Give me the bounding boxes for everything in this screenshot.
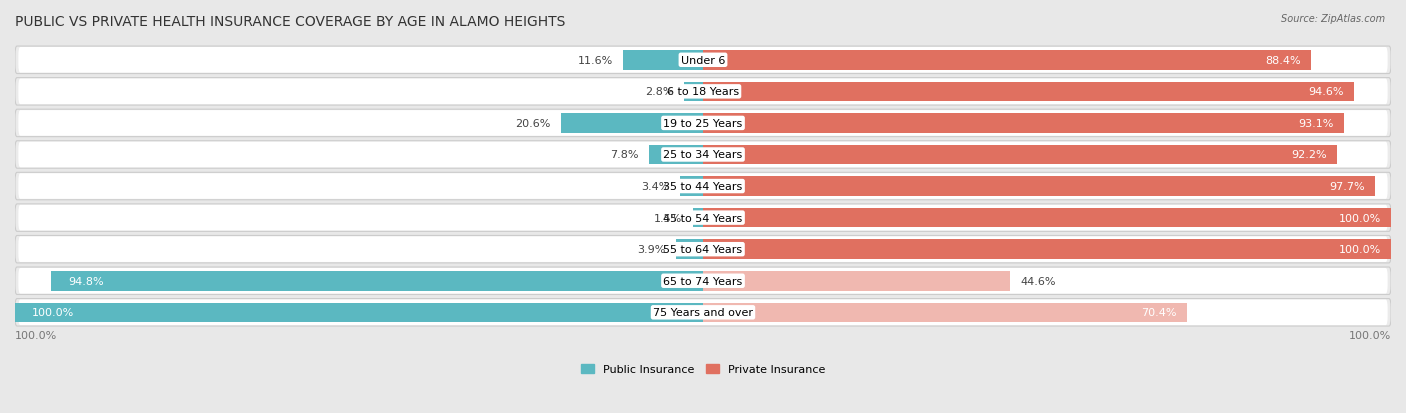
FancyBboxPatch shape xyxy=(18,268,1388,294)
Text: Source: ZipAtlas.com: Source: ZipAtlas.com xyxy=(1281,14,1385,24)
Bar xyxy=(683,82,703,102)
Bar xyxy=(703,177,1375,196)
Bar xyxy=(693,208,703,228)
Text: 7.8%: 7.8% xyxy=(610,150,638,160)
FancyBboxPatch shape xyxy=(15,173,1391,200)
Text: 75 Years and over: 75 Years and over xyxy=(652,308,754,318)
FancyBboxPatch shape xyxy=(18,205,1388,231)
Text: 11.6%: 11.6% xyxy=(578,56,613,66)
Bar xyxy=(561,114,703,133)
FancyBboxPatch shape xyxy=(15,141,1391,169)
Bar xyxy=(623,51,703,70)
Text: 100.0%: 100.0% xyxy=(15,330,58,340)
Bar xyxy=(679,177,703,196)
Bar xyxy=(703,145,1337,165)
Bar xyxy=(703,51,1312,70)
Text: 94.8%: 94.8% xyxy=(67,276,104,286)
Text: Under 6: Under 6 xyxy=(681,56,725,66)
FancyBboxPatch shape xyxy=(15,236,1391,263)
Text: 3.9%: 3.9% xyxy=(637,244,666,254)
Bar xyxy=(703,208,1391,228)
Text: 100.0%: 100.0% xyxy=(1339,213,1381,223)
Text: 97.7%: 97.7% xyxy=(1329,182,1365,192)
FancyBboxPatch shape xyxy=(18,237,1388,262)
Bar xyxy=(703,303,1187,322)
FancyBboxPatch shape xyxy=(18,48,1388,74)
FancyBboxPatch shape xyxy=(15,110,1391,137)
Bar xyxy=(703,114,1344,133)
Bar xyxy=(703,271,1010,291)
Text: 65 to 74 Years: 65 to 74 Years xyxy=(664,276,742,286)
FancyBboxPatch shape xyxy=(18,142,1388,168)
FancyBboxPatch shape xyxy=(15,78,1391,106)
Bar xyxy=(703,240,1391,259)
Legend: Public Insurance, Private Insurance: Public Insurance, Private Insurance xyxy=(576,359,830,378)
Bar xyxy=(15,303,703,322)
FancyBboxPatch shape xyxy=(18,174,1388,199)
Text: 94.6%: 94.6% xyxy=(1308,87,1344,97)
FancyBboxPatch shape xyxy=(15,204,1391,232)
Bar xyxy=(51,271,703,291)
FancyBboxPatch shape xyxy=(15,299,1391,326)
FancyBboxPatch shape xyxy=(15,267,1391,295)
FancyBboxPatch shape xyxy=(15,47,1391,74)
Text: 45 to 54 Years: 45 to 54 Years xyxy=(664,213,742,223)
Text: 100.0%: 100.0% xyxy=(1339,244,1381,254)
Text: PUBLIC VS PRIVATE HEALTH INSURANCE COVERAGE BY AGE IN ALAMO HEIGHTS: PUBLIC VS PRIVATE HEALTH INSURANCE COVER… xyxy=(15,15,565,29)
Text: 1.5%: 1.5% xyxy=(654,213,682,223)
Text: 100.0%: 100.0% xyxy=(32,308,75,318)
FancyBboxPatch shape xyxy=(18,111,1388,136)
Text: 25 to 34 Years: 25 to 34 Years xyxy=(664,150,742,160)
Text: 92.2%: 92.2% xyxy=(1291,150,1327,160)
Text: 19 to 25 Years: 19 to 25 Years xyxy=(664,119,742,128)
FancyBboxPatch shape xyxy=(18,300,1388,325)
Text: 88.4%: 88.4% xyxy=(1265,56,1301,66)
Text: 6 to 18 Years: 6 to 18 Years xyxy=(666,87,740,97)
Text: 2.8%: 2.8% xyxy=(645,87,673,97)
Bar xyxy=(703,82,1354,102)
Text: 44.6%: 44.6% xyxy=(1021,276,1056,286)
Text: 93.1%: 93.1% xyxy=(1298,119,1333,128)
Text: 70.4%: 70.4% xyxy=(1142,308,1177,318)
Text: 35 to 44 Years: 35 to 44 Years xyxy=(664,182,742,192)
Bar xyxy=(676,240,703,259)
Bar xyxy=(650,145,703,165)
Text: 20.6%: 20.6% xyxy=(516,119,551,128)
Text: 55 to 64 Years: 55 to 64 Years xyxy=(664,244,742,254)
Text: 100.0%: 100.0% xyxy=(1348,330,1391,340)
FancyBboxPatch shape xyxy=(18,79,1388,105)
Text: 3.4%: 3.4% xyxy=(641,182,669,192)
